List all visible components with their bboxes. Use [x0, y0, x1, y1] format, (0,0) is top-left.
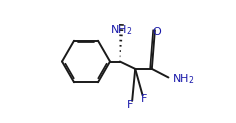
- Text: NH$_2$: NH$_2$: [110, 23, 132, 37]
- Text: F: F: [127, 100, 134, 110]
- Text: NH$_2$: NH$_2$: [172, 72, 194, 86]
- Text: O: O: [152, 27, 161, 37]
- Text: F: F: [141, 94, 147, 104]
